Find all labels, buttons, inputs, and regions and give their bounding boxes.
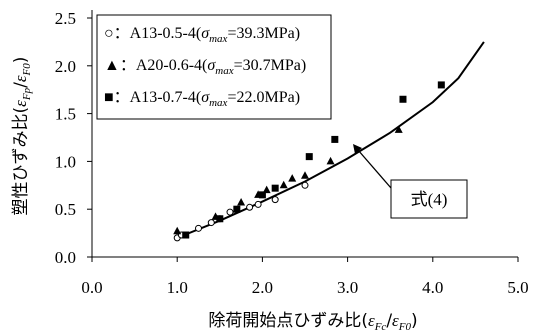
x-tick-label: 2.0 — [252, 278, 273, 297]
point-circle — [195, 224, 202, 232]
points-layer — [173, 81, 445, 242]
curve-eq4 — [176, 41, 485, 239]
y-tick-label: 0.0 — [55, 248, 76, 267]
y-tick-label: 1.5 — [55, 105, 76, 124]
tick-labels: 0.0 0.5 1.0 1.5 2.0 2.5 0.0 1.0 2.0 3.0 4.0 5.0 — [55, 9, 529, 297]
point-circle — [271, 196, 279, 204]
point-square — [331, 135, 339, 143]
point-square — [258, 191, 266, 199]
point-square — [305, 153, 313, 161]
y-tick-label: 2.0 — [55, 57, 76, 76]
point-circle — [226, 208, 234, 216]
x-axis-label: 除荷開始点ひずみ比(εFc/εF0) — [208, 311, 417, 333]
point-triangle — [262, 185, 271, 194]
point-triangle — [173, 226, 182, 235]
legend-box — [96, 14, 332, 120]
point-circle — [254, 200, 262, 208]
axes — [87, 10, 519, 262]
x-tick-label: 1.0 — [167, 278, 188, 297]
point-triangle — [394, 125, 403, 133]
point-square — [437, 81, 445, 89]
point-square — [271, 184, 279, 192]
annotation-label: 式(4) — [411, 190, 448, 209]
point-circle — [301, 181, 309, 189]
point-triangle — [301, 171, 309, 179]
point-square — [216, 215, 224, 223]
y-tick-label: 2.5 — [55, 9, 76, 28]
x-tick-label: 0.0 — [81, 278, 102, 297]
point-triangle — [279, 180, 288, 189]
point-square — [182, 231, 190, 239]
y-tick-label: 0.5 — [55, 200, 76, 219]
y-axis-label: 塑性ひずみ比(εFp/εF0) — [11, 57, 33, 216]
curve-layer — [176, 41, 485, 239]
legend-entry-1: ○：A13-0.5-4(σmax=39.3MPa) — [104, 25, 300, 45]
x-tick-label: 3.0 — [337, 278, 358, 297]
point-triangle — [288, 174, 297, 182]
legend: ○：A13-0.5-4(σmax=39.3MPa) ▲：A20-0.6-4(σm… — [104, 25, 306, 109]
point-square — [233, 205, 241, 213]
point-triangle — [326, 156, 335, 165]
point-square — [399, 95, 407, 103]
y-tick-label: 1.0 — [55, 152, 76, 171]
legend-entry-2: ▲：A20-0.6-4(σmax=30.7MPa) — [104, 57, 306, 77]
point-circle — [207, 219, 215, 227]
point-circle — [246, 203, 254, 211]
annotation-arrowhead — [353, 144, 362, 154]
legend-entry-3: ■：A13-0.7-4(σmax=22.0MPa) — [104, 89, 300, 109]
annotation-box — [390, 179, 468, 219]
x-tick-label: 4.0 — [422, 278, 443, 297]
annotation-arrow-line — [357, 149, 392, 189]
point-triangle — [237, 198, 246, 206]
x-tick-label: 5.0 — [507, 278, 528, 297]
